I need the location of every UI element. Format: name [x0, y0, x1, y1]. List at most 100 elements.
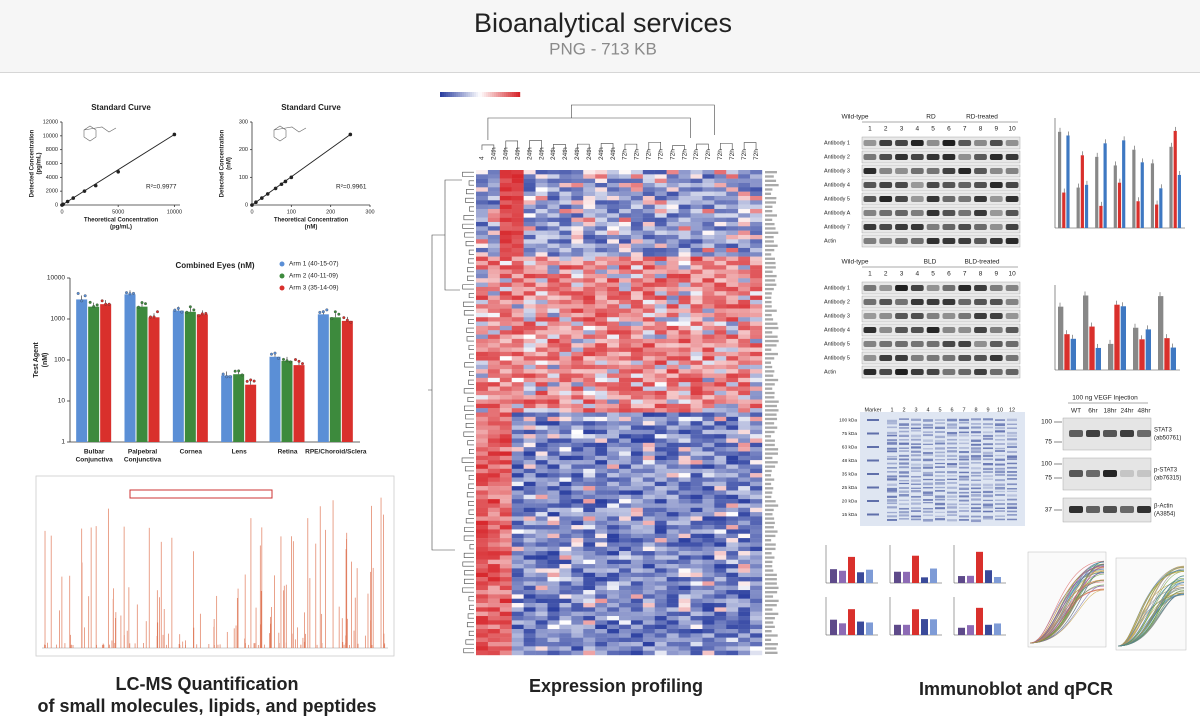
heatmap-cell	[738, 217, 751, 223]
gel-band	[911, 438, 921, 441]
heatmap-cell	[607, 442, 620, 448]
color-key	[446, 92, 449, 97]
band	[1005, 327, 1019, 333]
heatmap-cell	[619, 642, 632, 647]
heatmap-cell	[678, 611, 691, 617]
heatmap-cell	[750, 195, 763, 201]
heatmap-cell	[666, 390, 679, 396]
heatmap-cell	[726, 542, 739, 547]
heatmap-cell	[547, 256, 560, 262]
gel-band	[959, 483, 969, 486]
heatmap-cell	[559, 382, 572, 387]
gel-band	[1007, 423, 1017, 425]
heatmap-cell	[583, 642, 596, 647]
heatmap-cell	[607, 195, 620, 201]
gel-band	[995, 426, 1005, 430]
heatmap-cell	[642, 230, 655, 236]
gel-band	[947, 447, 957, 449]
heatmap-cell	[678, 234, 691, 240]
heatmap-cell	[583, 429, 596, 435]
heatmap-cell	[476, 360, 489, 366]
heatmap-cell	[630, 408, 644, 413]
heatmap-cell	[559, 499, 572, 504]
heatmap-cell	[547, 642, 560, 647]
heatmap-cell	[619, 447, 632, 452]
peptide-box	[129, 489, 273, 499]
replicate-dot	[333, 310, 337, 314]
band	[1005, 224, 1019, 230]
heatmap-cell	[619, 538, 632, 543]
heatmap-cell	[487, 546, 501, 552]
heatmap-cell	[642, 607, 655, 612]
heatmap-cell	[738, 304, 751, 309]
heatmap-cell	[678, 369, 691, 374]
heatmap-cell	[702, 170, 715, 175]
replicate-dot	[149, 315, 152, 319]
gel-band	[1007, 494, 1017, 497]
band	[926, 154, 940, 160]
heatmap-cell	[678, 304, 691, 309]
heatmap-cell	[714, 356, 727, 361]
heatmap-cell	[547, 330, 560, 335]
gel-band	[947, 442, 957, 445]
gel-band	[899, 511, 909, 514]
heatmap-cell	[523, 512, 536, 517]
heatmap-cell	[690, 317, 703, 322]
heatmap-cell	[607, 252, 620, 257]
heatmap-cell	[487, 598, 501, 604]
heatmap-cell	[738, 178, 751, 184]
heatmap-cell	[547, 551, 560, 556]
mini-bar	[1164, 338, 1170, 370]
heatmap-cell	[654, 620, 667, 625]
heatmap-cell	[583, 594, 596, 599]
heatmap-cell	[726, 494, 739, 500]
gel-band	[935, 507, 945, 510]
heatmap-cell	[499, 464, 512, 469]
heatmap-cell	[630, 330, 644, 335]
heatmap-cell	[511, 590, 524, 595]
heatmap-cell	[607, 330, 620, 335]
heatmap-cell	[571, 551, 584, 556]
heatmap-cell	[654, 451, 667, 457]
gel-band	[959, 491, 969, 494]
heatmap-cell	[654, 278, 667, 283]
heatmap-cell	[559, 425, 572, 431]
heatmap-cell	[487, 590, 501, 595]
amp-curve	[1117, 571, 1185, 647]
heatmap-cell	[619, 360, 632, 366]
heatmap-cell	[690, 174, 703, 179]
heatmap-cell	[678, 542, 691, 547]
heatmap-cell	[607, 213, 620, 218]
heatmap-cell	[595, 403, 608, 409]
band	[1086, 506, 1100, 513]
heatmap-cell	[487, 572, 501, 578]
gel-lane-label: 12	[1009, 407, 1015, 413]
heatmap-cell	[583, 213, 596, 218]
heatmap-cell	[583, 568, 596, 573]
mini-bar	[1158, 296, 1164, 370]
lane-label: 6hr	[1088, 408, 1098, 415]
heatmap-cell	[678, 200, 691, 205]
heatmap-cell	[678, 607, 691, 612]
gel-band	[899, 439, 909, 441]
gel-band	[995, 507, 1005, 509]
heatmap-cell	[726, 525, 739, 530]
heatmap-cell	[559, 538, 572, 543]
gel-band	[971, 519, 981, 523]
heatmap-cell	[726, 369, 739, 374]
heatmap-cell	[487, 429, 501, 435]
heatmap-cell	[690, 464, 703, 469]
heatmap-cell	[750, 447, 763, 452]
heatmap-cell	[583, 256, 596, 262]
heatmap-cell	[607, 559, 620, 565]
gene-label	[765, 560, 773, 564]
gel-band	[1007, 498, 1017, 501]
heatmap-cell	[547, 464, 560, 469]
qpcr-bar	[994, 576, 1001, 583]
heatmap-cell	[702, 347, 715, 353]
heatmap-cell	[726, 533, 739, 539]
heatmap-cell	[571, 607, 584, 612]
heatmap-cell	[678, 317, 691, 322]
heatmap-cell	[726, 460, 739, 465]
gel-band	[911, 423, 921, 426]
